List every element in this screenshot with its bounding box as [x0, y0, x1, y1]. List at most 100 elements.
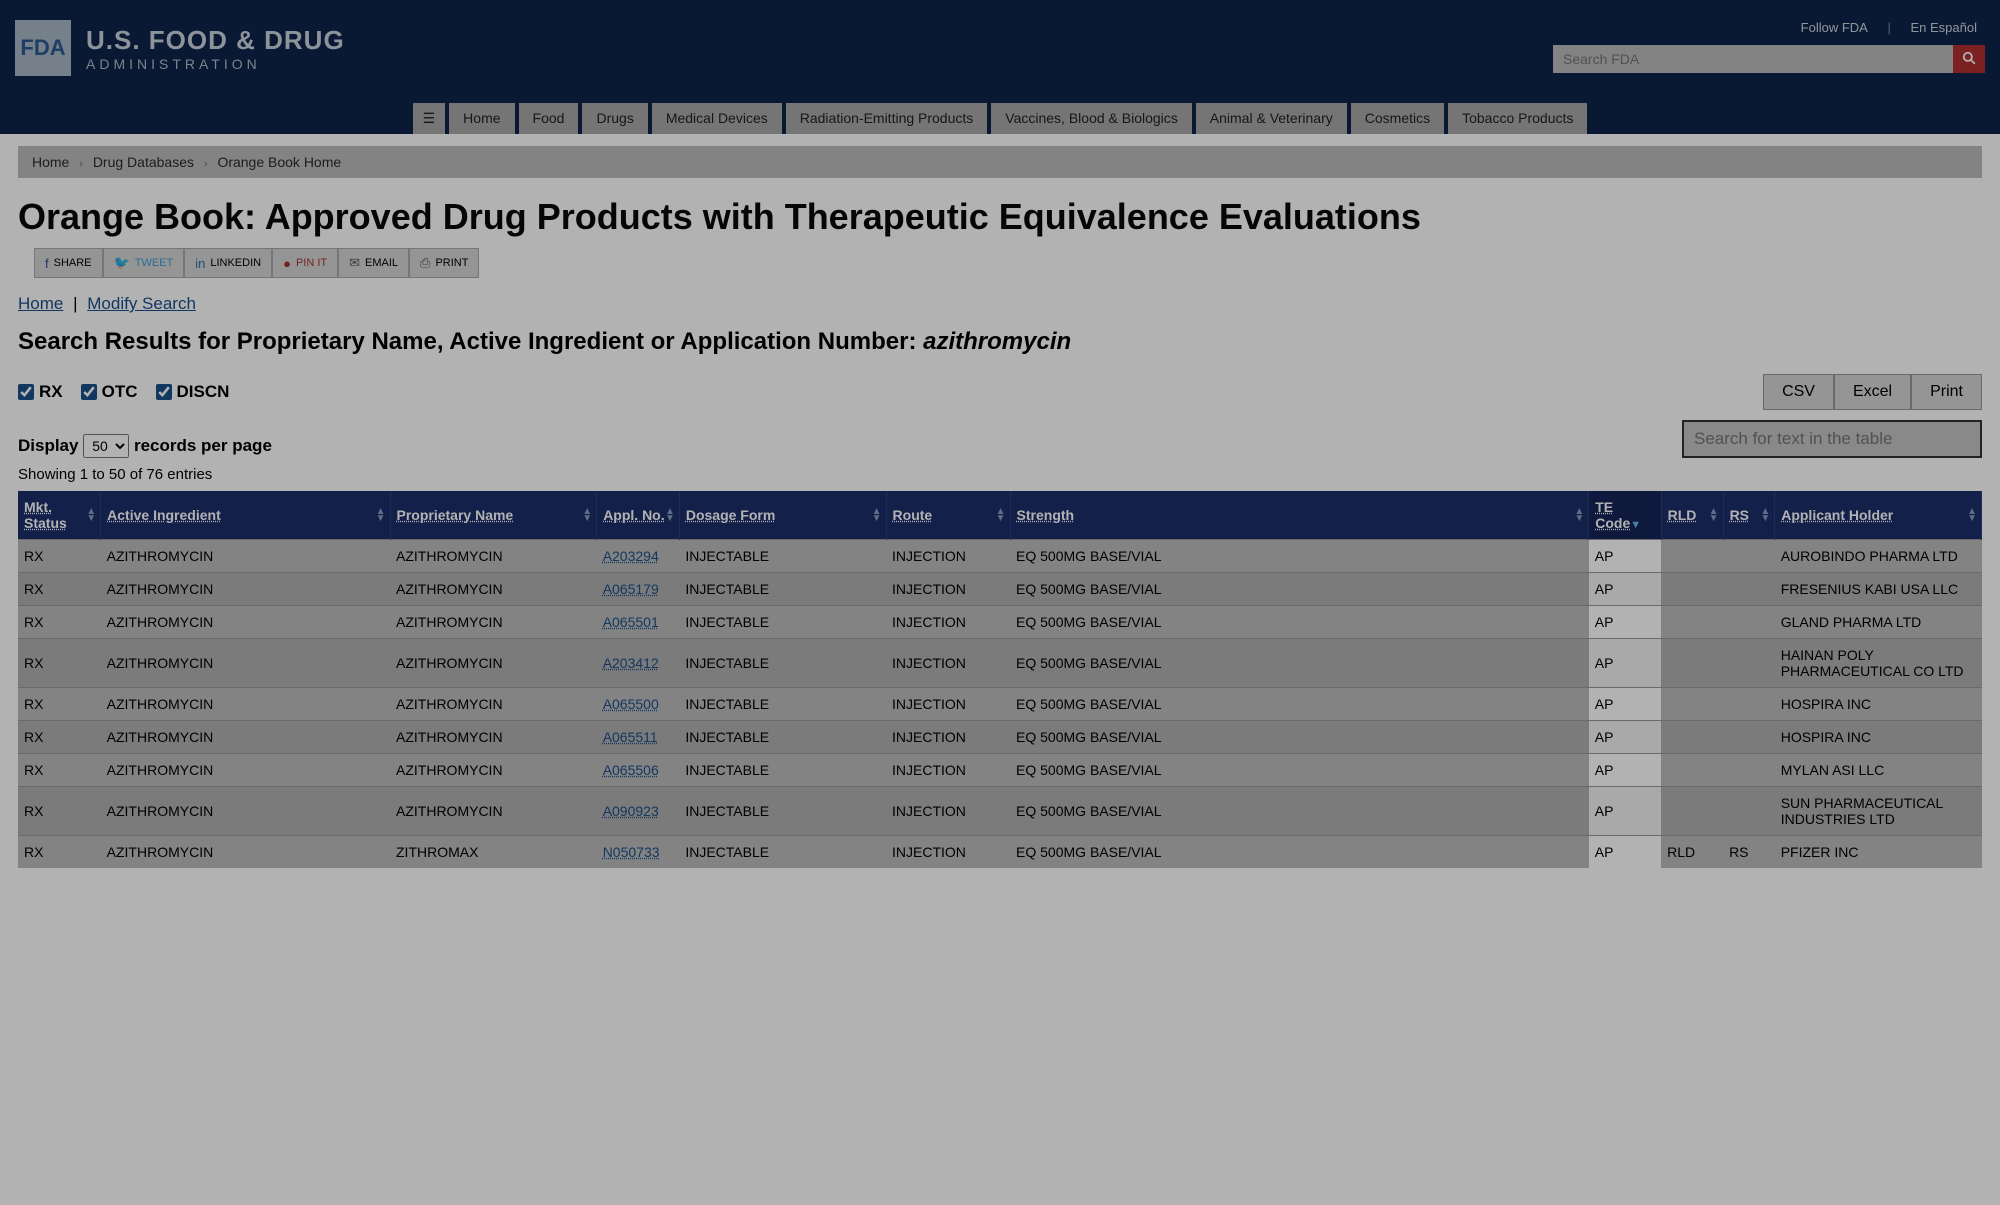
cell-te: AP	[1589, 787, 1661, 836]
cell-appl: A065501	[597, 606, 680, 639]
table-row: RX AZITHROMYCIN AZITHROMYCIN A065501 INJ…	[18, 606, 1982, 639]
col-dosage-form[interactable]: Dosage Form▲▼	[679, 491, 886, 540]
cell-df: INJECTABLE	[679, 688, 886, 721]
display-records-control: Display 50 records per page	[18, 434, 272, 458]
nav-vaccines[interactable]: Vaccines, Blood & Biologics	[991, 103, 1192, 134]
breadcrumb-drug-databases[interactable]: Drug Databases	[93, 154, 194, 170]
table-row: RX AZITHROMYCIN AZITHROMYCIN A065511 INJ…	[18, 721, 1982, 754]
share-row: fSHARE 🐦TWEET inLINKEDIN ●PIN IT ✉EMAIL …	[34, 248, 1982, 278]
appl-no-link[interactable]: A065500	[603, 696, 659, 712]
appl-no-link[interactable]: A065506	[603, 762, 659, 778]
cell-ah: GLAND PHARMA LTD	[1775, 606, 1982, 639]
cell-ah: MYLAN ASI LLC	[1775, 754, 1982, 787]
search-button[interactable]	[1953, 45, 1985, 73]
search-icon	[1962, 51, 1976, 68]
appl-no-link[interactable]: A203294	[603, 548, 659, 564]
cell-rld	[1661, 639, 1723, 688]
nav-drugs[interactable]: Drugs	[582, 103, 647, 134]
checkbox-otc-label[interactable]: OTC	[81, 382, 138, 402]
sort-icon: ▲▼	[582, 508, 592, 522]
cell-pn: AZITHROMYCIN	[390, 639, 597, 688]
col-appl-no[interactable]: Appl. No.▲▼	[597, 491, 680, 540]
chevron-right-icon: ›	[79, 158, 83, 170]
col-proprietary-name[interactable]: Proprietary Name▲▼	[390, 491, 597, 540]
nav-home[interactable]: Home	[449, 103, 514, 134]
col-strength[interactable]: Strength▲▼	[1010, 491, 1589, 540]
checkbox-discn-label[interactable]: DISCN	[156, 382, 230, 402]
cell-pn: AZITHROMYCIN	[390, 606, 597, 639]
export-csv-button[interactable]: CSV	[1763, 374, 1834, 410]
cell-str: EQ 500MG BASE/VIAL	[1010, 688, 1589, 721]
col-rs[interactable]: RS▲▼	[1723, 491, 1775, 540]
share-email-button[interactable]: ✉EMAIL	[338, 248, 409, 278]
export-excel-button[interactable]: Excel	[1834, 374, 1911, 410]
cell-ai: AZITHROMYCIN	[101, 606, 390, 639]
separator: |	[1879, 20, 1898, 35]
follow-fda-link[interactable]: Follow FDA	[1793, 20, 1876, 35]
cell-rs	[1723, 688, 1775, 721]
subnav-modify-search-link[interactable]: Modify Search	[87, 294, 196, 313]
cell-ai: AZITHROMYCIN	[101, 540, 390, 573]
nav-tobacco[interactable]: Tobacco Products	[1448, 103, 1587, 134]
nav-menu-toggle[interactable]: ☰	[413, 103, 446, 134]
appl-no-link[interactable]: N050733	[603, 844, 660, 860]
share-linkedin-button[interactable]: inLINKEDIN	[184, 248, 272, 278]
export-print-button[interactable]: Print	[1911, 374, 1982, 410]
nav-radiation[interactable]: Radiation-Emitting Products	[786, 103, 988, 134]
share-pinterest-button[interactable]: ●PIN IT	[272, 248, 338, 278]
facebook-icon: f	[45, 256, 49, 271]
appl-no-link[interactable]: A065511	[603, 729, 658, 745]
cell-df: INJECTABLE	[679, 606, 886, 639]
checkbox-otc[interactable]	[81, 384, 97, 400]
cell-rs: RS	[1723, 836, 1775, 869]
checkbox-rx-label[interactable]: RX	[18, 382, 63, 402]
breadcrumb-home[interactable]: Home	[32, 154, 69, 170]
table-search-input[interactable]	[1682, 420, 1982, 458]
breadcrumb-orange-book[interactable]: Orange Book Home	[217, 154, 341, 170]
nav-medical-devices[interactable]: Medical Devices	[652, 103, 782, 134]
cell-df: INJECTABLE	[679, 639, 886, 688]
cell-mkt: RX	[18, 721, 101, 754]
checkbox-rx[interactable]	[18, 384, 34, 400]
share-facebook-button[interactable]: fSHARE	[34, 248, 103, 278]
appl-no-link[interactable]: A090923	[603, 803, 659, 819]
sort-icon: ▲▼	[86, 508, 96, 522]
appl-no-link[interactable]: A065501	[603, 614, 659, 630]
appl-no-link[interactable]: A065179	[603, 581, 659, 597]
share-tweet-button[interactable]: 🐦TWEET	[103, 248, 185, 278]
en-espanol-link[interactable]: En Español	[1903, 20, 1986, 35]
cell-rs	[1723, 606, 1775, 639]
checkbox-discn[interactable]	[156, 384, 172, 400]
cell-mkt: RX	[18, 573, 101, 606]
cell-te: AP	[1589, 540, 1661, 573]
cell-route: INJECTION	[886, 639, 1010, 688]
col-rld[interactable]: RLD▲▼	[1661, 491, 1723, 540]
col-route[interactable]: Route▲▼	[886, 491, 1010, 540]
share-print-button[interactable]: ⎙PRINT	[409, 248, 479, 278]
subnav-home-link[interactable]: Home	[18, 294, 63, 313]
table-row: RX AZITHROMYCIN AZITHROMYCIN A065179 INJ…	[18, 573, 1982, 606]
nav-cosmetics[interactable]: Cosmetics	[1351, 103, 1444, 134]
col-applicant-holder[interactable]: Applicant Holder▲▼	[1775, 491, 1982, 540]
cell-appl: N050733	[597, 836, 680, 869]
search-input[interactable]	[1553, 45, 1953, 73]
cell-appl: A065179	[597, 573, 680, 606]
cell-pn: AZITHROMYCIN	[390, 540, 597, 573]
cell-df: INJECTABLE	[679, 787, 886, 836]
appl-no-link[interactable]: A203412	[603, 655, 659, 671]
col-mkt-status[interactable]: Mkt. Status▲▼	[18, 491, 101, 540]
cell-ai: AZITHROMYCIN	[101, 721, 390, 754]
nav-animal[interactable]: Animal & Veterinary	[1196, 103, 1347, 134]
cell-rld	[1661, 688, 1723, 721]
display-records-select[interactable]: 50	[83, 434, 129, 458]
table-row: RX AZITHROMYCIN ZITHROMAX N050733 INJECT…	[18, 836, 1982, 869]
cell-pn: AZITHROMYCIN	[390, 787, 597, 836]
col-active-ingredient[interactable]: Active Ingredient▲▼	[101, 491, 390, 540]
cell-ah: FRESENIUS KABI USA LLC	[1775, 573, 1982, 606]
cell-pn: AZITHROMYCIN	[390, 754, 597, 787]
col-te-code[interactable]: TE Code▼	[1589, 491, 1661, 540]
nav-food[interactable]: Food	[519, 103, 579, 134]
cell-route: INJECTION	[886, 721, 1010, 754]
sort-icon: ▲▼	[1709, 508, 1719, 522]
page-title: Orange Book: Approved Drug Products with…	[18, 196, 1982, 238]
